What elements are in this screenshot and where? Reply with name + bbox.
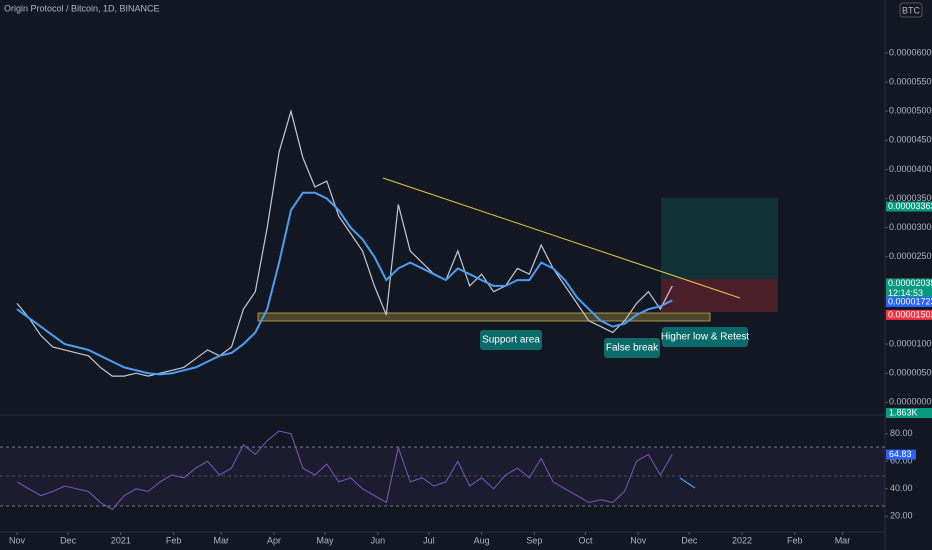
x-tick-label: Nov xyxy=(9,535,26,545)
price-tag-label: 0.00001723 xyxy=(888,296,932,306)
volume-tag-label: 1.863K xyxy=(889,407,918,417)
trend-line xyxy=(382,177,741,299)
x-tick-label: Apr xyxy=(267,535,281,545)
price-tag xyxy=(886,278,932,299)
x-tick-label: Oct xyxy=(578,535,593,545)
price-tag xyxy=(886,201,932,212)
currency: BTC xyxy=(902,5,921,15)
annotation: False break xyxy=(606,343,659,354)
y-tick-label: 0.00005500 xyxy=(889,76,932,86)
volume-tag xyxy=(886,408,932,418)
rsi-tag-label: 64.83 xyxy=(889,449,912,459)
x-tick-label: Feb xyxy=(166,535,182,545)
support-zone xyxy=(257,312,711,322)
x-tick-label: Jul xyxy=(423,535,435,545)
annotation: Support area xyxy=(482,335,540,346)
x-tick-label: Dec xyxy=(681,535,698,545)
x-tick-label: Aug xyxy=(474,535,490,545)
price-tag xyxy=(886,297,932,308)
chart-title: Origin Protocol / Bitcoin, 1D, BINANCE xyxy=(4,3,160,13)
x-tick-label: Nov xyxy=(630,535,647,545)
y-tick-label: 0.00004000 xyxy=(889,164,932,174)
annotation-box xyxy=(604,338,660,358)
x-tick-label: Feb xyxy=(787,535,803,545)
countdown: 12:14:53 xyxy=(888,288,923,298)
rsi-tick-label: 20.00 xyxy=(890,511,913,521)
y-tick-label: 0.00005000 xyxy=(889,106,932,116)
y-tick-label: 0.00002500 xyxy=(889,251,932,261)
y-tick-label: 0.00000500 xyxy=(889,368,932,378)
currency-box xyxy=(899,2,923,18)
divergence-line xyxy=(679,477,696,489)
x-tick-label: May xyxy=(317,535,335,545)
x-tick-label: Jun xyxy=(371,535,386,545)
annotation-box xyxy=(480,330,542,350)
annotation-box xyxy=(662,327,748,347)
rsi-tick-label: 60.00 xyxy=(890,456,913,466)
price-line xyxy=(16,108,673,377)
y-tick-label: 0.00001000 xyxy=(889,338,932,348)
rsi-band xyxy=(0,447,885,506)
x-tick-label: Sep xyxy=(526,535,542,545)
x-tick-label: Mar xyxy=(835,535,851,545)
x-tick-label: Mar xyxy=(214,535,230,545)
long-target-zone xyxy=(661,198,778,279)
x-tick-label: Dec xyxy=(60,535,77,545)
y-tick-label: 0.00004500 xyxy=(889,135,932,145)
y-tick-label: 0.00006000 xyxy=(889,47,932,57)
y-tick-label: 0.00000000 xyxy=(889,397,932,407)
x-tick-label: 2022 xyxy=(732,535,752,545)
price-tag-label: 0.00001502 xyxy=(888,309,932,319)
price-tag xyxy=(886,309,932,320)
price-tag-label: 0.00002035 xyxy=(888,278,932,288)
rsi-tick-label: 40.00 xyxy=(890,483,913,493)
annotation: Higher low & Retest xyxy=(661,332,750,343)
y-tick-label: 0.00003500 xyxy=(889,193,932,203)
rsi-tag xyxy=(886,449,916,460)
rsi-line xyxy=(16,430,673,511)
price-line xyxy=(16,191,673,376)
rsi-tick-label: 80.00 xyxy=(890,428,913,438)
x-tick-label: 2021 xyxy=(111,535,131,545)
y-tick-label: 0.00003000 xyxy=(889,222,932,232)
price-tag-label: 0.00003363 xyxy=(888,201,932,211)
long-stop-zone xyxy=(661,279,778,312)
